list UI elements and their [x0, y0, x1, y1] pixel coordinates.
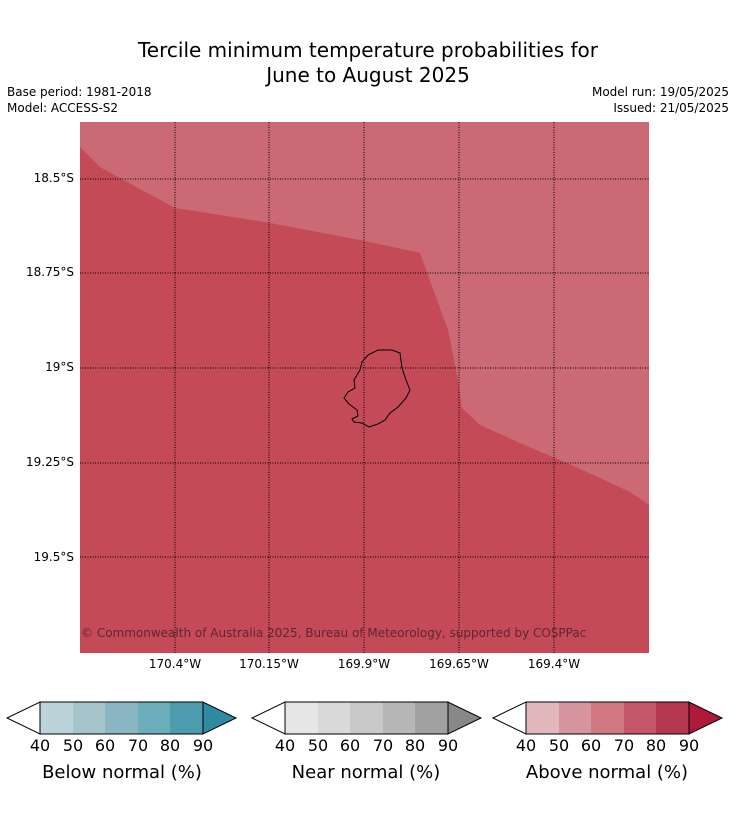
lon-label-169-65: 169.65°W	[429, 657, 489, 671]
near-tick-80: 80	[404, 736, 426, 755]
below-tick-60: 60	[94, 736, 116, 755]
near-tick-50: 50	[307, 736, 329, 755]
near-tick-60: 60	[339, 736, 361, 755]
niue-coastline	[343, 349, 411, 428]
below-bin-3	[105, 702, 138, 734]
near-bin-4	[383, 702, 415, 734]
near-normal-legend-title: Near normal (%)	[291, 762, 441, 783]
lat-label-19-25: 19.25°S	[26, 455, 74, 469]
lat-label-18-75: 18.75°S	[26, 265, 74, 279]
title-line-1: Tercile minimum temperature probabilitie…	[137, 38, 599, 62]
below-tick-90: 90	[192, 736, 214, 755]
lat-label-18-5: 18.5°S	[33, 171, 74, 185]
near-bin-6	[447, 701, 483, 735]
lon-label-169-4: 169.4°W	[527, 657, 581, 671]
lon-label-169-9: 169.9°W	[337, 657, 391, 671]
above-bin-1	[526, 702, 559, 734]
near-tick-90: 90	[437, 736, 459, 755]
below-bin-4	[138, 702, 170, 734]
above-tick-40: 40	[515, 736, 537, 755]
below-normal-legend-title: Below normal (%)	[42, 762, 202, 783]
below-tick-80: 80	[159, 736, 181, 755]
lat-label-19: 19°S	[45, 360, 74, 374]
run-info-right: Model run: 19/05/2025 Issued: 21/05/2025	[592, 84, 729, 116]
above-tick-70: 70	[613, 736, 635, 755]
above-bin-4	[624, 702, 656, 734]
near-bin-2	[318, 702, 350, 734]
below-tick-50: 50	[62, 736, 84, 755]
near-bin-1	[285, 702, 318, 734]
near-bin-3	[350, 702, 383, 734]
above-normal-60-70-region	[80, 122, 649, 505]
above-bin-3	[591, 702, 624, 734]
lat-label-19-5: 19.5°S	[33, 550, 74, 564]
model-name: Model: ACCESS-S2	[7, 101, 119, 115]
near-tick-40: 40	[274, 736, 296, 755]
above-bin-6	[688, 701, 724, 735]
above-normal-colorbar	[491, 701, 724, 735]
near-normal-colorbar	[250, 701, 483, 735]
above-tick-50: 50	[548, 736, 570, 755]
below-bin-1	[40, 702, 73, 734]
below-normal-colorbar	[5, 701, 238, 735]
base-period: Base period: 1981-2018	[7, 85, 152, 99]
below-tick-70: 70	[127, 736, 149, 755]
below-bin-2	[73, 702, 105, 734]
copyright-notice: © Commonwealth of Australia 2025, Bureau…	[81, 626, 586, 640]
above-bin-2	[559, 702, 591, 734]
lon-label-170-4: 170.4°W	[148, 657, 202, 671]
above-bin-5	[656, 702, 689, 734]
near-bin-5	[415, 702, 448, 734]
below-tick-40: 40	[29, 736, 51, 755]
title-line-2: June to August 2025	[266, 63, 470, 87]
issued-date: Issued: 21/05/2025	[613, 101, 729, 115]
above-tick-90: 90	[678, 736, 700, 755]
graticule	[80, 122, 649, 653]
model-run-date: Model run: 19/05/2025	[591, 85, 729, 99]
below-bin-6	[202, 701, 238, 735]
above-tick-60: 60	[580, 736, 602, 755]
lon-label-170-15: 170.15°W	[239, 657, 299, 671]
run-info-left: Base period: 1981-2018 Model: ACCESS-S2	[7, 84, 152, 116]
near-tick-70: 70	[372, 736, 394, 755]
map-title: Tercile minimum temperature probabilitie…	[0, 38, 736, 88]
above-tick-80: 80	[645, 736, 667, 755]
below-bin-5	[170, 702, 203, 734]
above-normal-legend-title: Above normal (%)	[525, 762, 689, 783]
